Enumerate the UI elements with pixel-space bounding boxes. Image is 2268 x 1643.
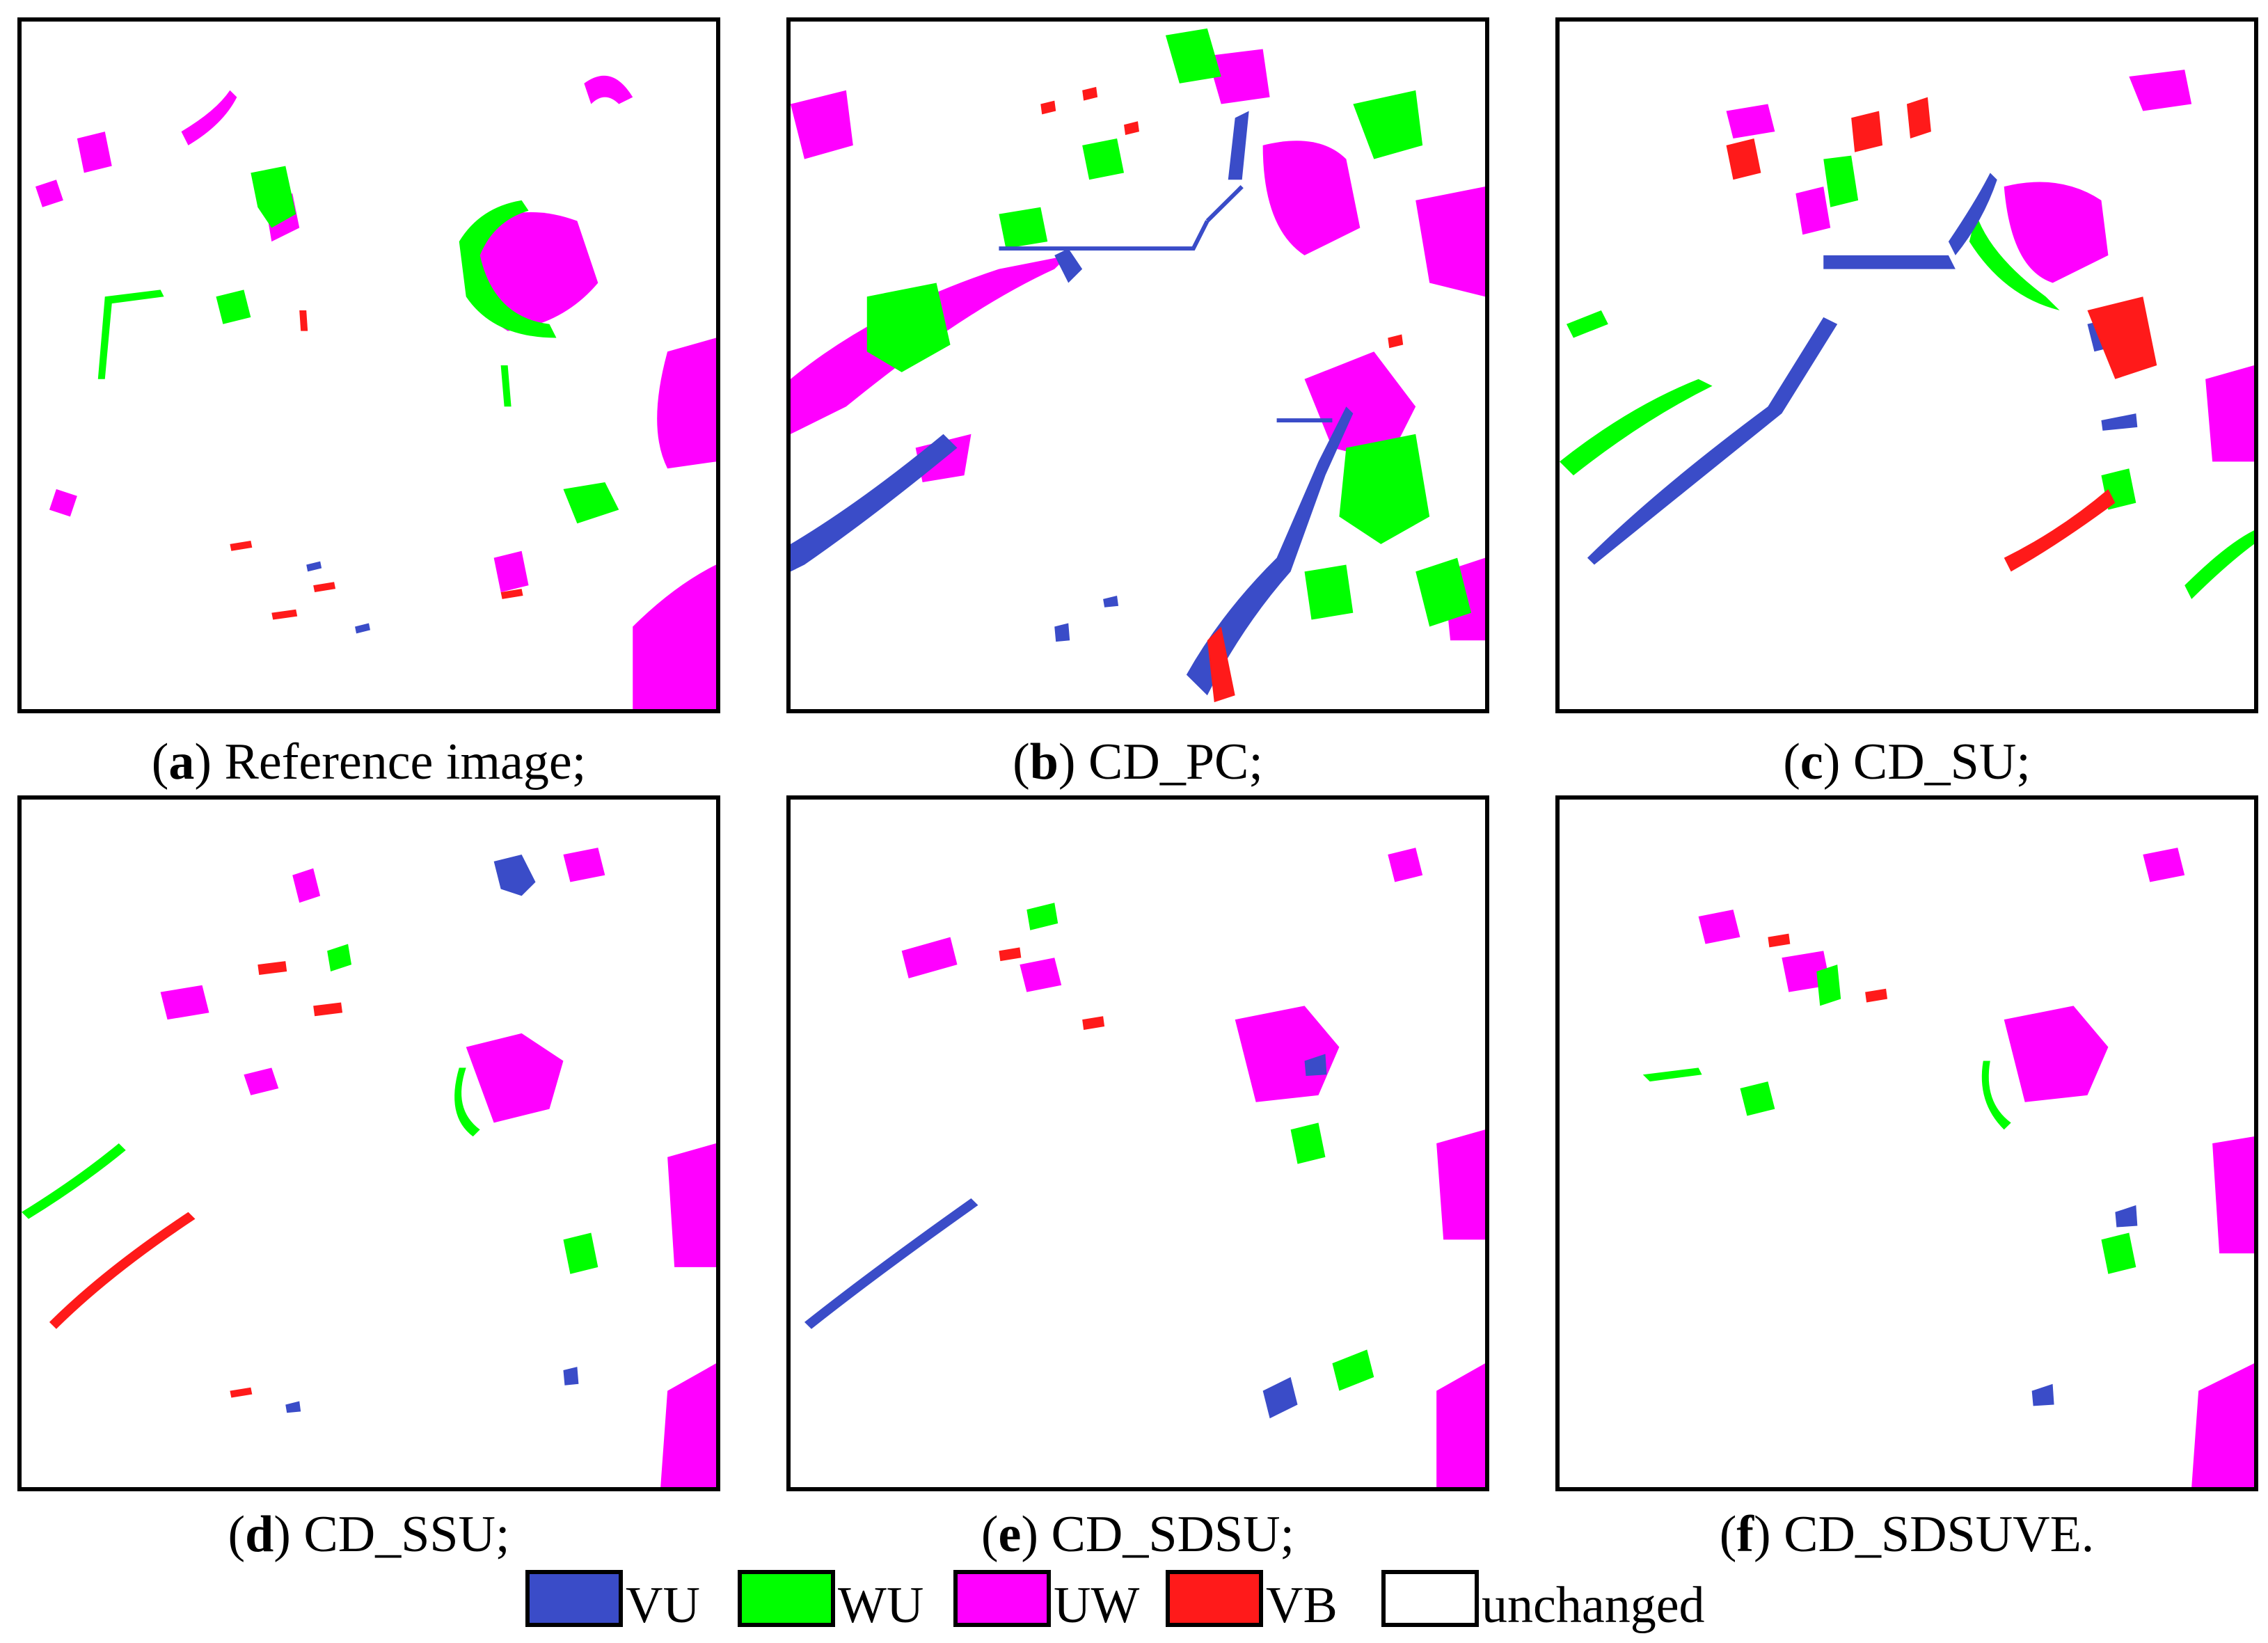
caption-d-title: CD_SSU; <box>303 1506 510 1563</box>
legend-swatch-wu <box>738 1570 835 1627</box>
caption-d-letter: d <box>245 1506 274 1563</box>
legend-swatch-vb <box>1166 1570 1263 1627</box>
caption-f: (f) CD_SDSUVE. <box>1719 1506 2095 1563</box>
legend-label-vu: VU <box>626 1577 700 1634</box>
caption-a-title: Reference image; <box>224 733 587 791</box>
panel-e-map-graphic <box>804 848 1485 1487</box>
legend-swatch-uw <box>953 1570 1051 1627</box>
caption-b-title: CD_PC; <box>1088 733 1263 791</box>
panel-f-map-graphic <box>1642 848 2254 1487</box>
panel-c-cd-su-map <box>1555 17 2258 713</box>
panel-c-map-graphic <box>1560 70 2254 599</box>
panel-d-cd-ssu-map <box>17 795 720 1491</box>
panel-a-reference-map <box>17 17 720 713</box>
caption-f-letter: f <box>1736 1506 1754 1563</box>
caption-d: (d) CD_SSU; <box>228 1506 510 1563</box>
legend: VU WU UW VB unchanged <box>525 1564 1778 1634</box>
caption-a: (a) Reference image; <box>151 733 587 791</box>
legend-swatch-unchanged <box>1381 1570 1479 1627</box>
legend-label-uw: UW <box>1054 1577 1140 1634</box>
caption-f-title: CD_SDSUVE. <box>1784 1506 2095 1563</box>
legend-item-vu: VU <box>525 1564 700 1631</box>
panel-b-map-graphic <box>791 28 1485 703</box>
panel-e-cd-sdsu-map <box>786 795 1489 1491</box>
panel-f-cd-sdsuve-map <box>1555 795 2258 1491</box>
legend-item-unchanged: unchanged <box>1381 1564 1705 1631</box>
legend-swatch-vu <box>525 1570 623 1627</box>
legend-item-wu: WU <box>738 1564 923 1631</box>
panel-a-map-graphic <box>35 75 716 709</box>
caption-e-title: CD_SDSU; <box>1051 1506 1295 1563</box>
legend-label-wu: WU <box>838 1577 924 1634</box>
legend-label-vb: VB <box>1266 1577 1338 1634</box>
caption-c: (c) CD_SU; <box>1783 733 2031 791</box>
caption-b-letter: b <box>1029 733 1058 791</box>
caption-b: (b) CD_PC; <box>1013 733 1263 791</box>
legend-item-uw: UW <box>953 1564 1139 1631</box>
panel-d-map-graphic <box>22 848 716 1487</box>
panel-b-cd-pc-map <box>786 17 1489 713</box>
caption-e: (e) CD_SDSU; <box>981 1506 1295 1563</box>
legend-item-vb: VB <box>1166 1564 1338 1631</box>
caption-c-letter: c <box>1800 733 1823 791</box>
legend-label-unchanged: unchanged <box>1482 1577 1705 1634</box>
caption-e-letter: e <box>998 1506 1022 1563</box>
caption-a-letter: a <box>168 733 195 791</box>
caption-c-title: CD_SU; <box>1853 733 2031 791</box>
